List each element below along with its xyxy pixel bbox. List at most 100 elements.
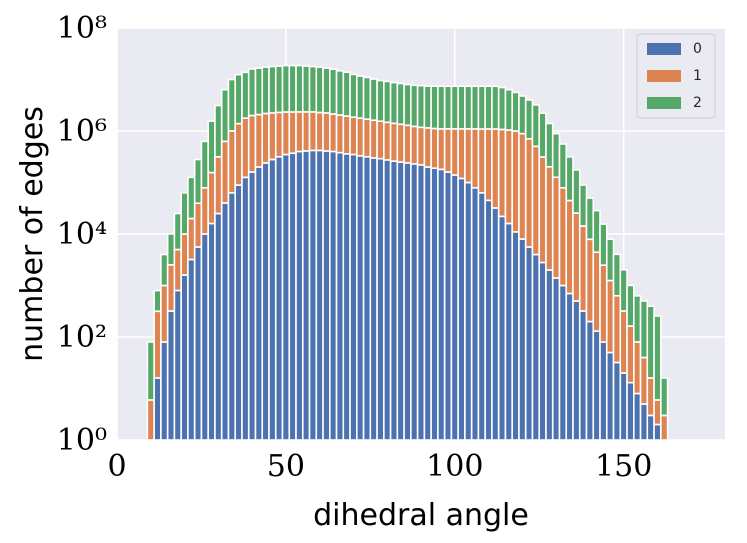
bar-segment [646, 377, 655, 417]
bar-segment [362, 155, 372, 441]
bar-segment [308, 149, 318, 441]
bar-segment [308, 65, 318, 113]
bar-segment [261, 66, 270, 115]
bar-segment [389, 160, 399, 441]
bar-segment [349, 116, 358, 156]
legend-label: 2 [693, 95, 702, 111]
bar-segment [180, 192, 189, 235]
bar-segment [619, 310, 628, 374]
bar-segment [410, 84, 419, 128]
bar-segment [551, 132, 561, 179]
bar-segment [369, 78, 378, 122]
bar-segment [301, 150, 311, 441]
bar-segment [214, 104, 223, 158]
bar-segment [288, 152, 297, 441]
bar-segment [376, 120, 385, 160]
bar-segment [274, 65, 284, 114]
bar-segment [295, 150, 304, 441]
bar-segment [477, 128, 486, 194]
bar-segment [207, 120, 216, 174]
bar-segment [632, 392, 642, 441]
x-axis-label: dihedral angle [313, 498, 529, 533]
bar-segment [531, 253, 541, 441]
bar-segment [511, 231, 520, 441]
bar-segment [538, 112, 547, 158]
bar-segment [504, 88, 514, 131]
bar-segment [538, 261, 547, 441]
bar-segment [328, 68, 338, 115]
bar-segment [207, 171, 216, 225]
bar-segment [214, 156, 223, 215]
bar-segment [356, 154, 365, 441]
bar-segment [653, 423, 662, 441]
bar-segment [653, 399, 662, 426]
bar-segment [470, 128, 480, 189]
bar-segment [660, 414, 669, 441]
bar-segment [247, 68, 257, 117]
bar-segment [383, 159, 392, 441]
bar-segment [524, 137, 534, 248]
bar-segment [443, 128, 453, 173]
bar-segment [315, 149, 324, 441]
bar-segment [261, 162, 270, 441]
bar-segment [173, 289, 182, 441]
bar-segment [545, 165, 554, 271]
bar-segment [626, 325, 635, 384]
bar-segment [403, 124, 412, 164]
bar-segment [639, 300, 649, 359]
bar-segment [160, 253, 169, 287]
bar-segment [646, 414, 655, 441]
bar-segment [497, 86, 507, 131]
bar-segment [551, 176, 561, 279]
bar-segment [322, 150, 331, 441]
bar-segment [578, 310, 588, 441]
bar-segment [450, 85, 459, 130]
bar-segment [376, 157, 385, 441]
bar-segment [247, 114, 257, 173]
bar-segment [639, 403, 649, 441]
bar-segment [410, 163, 419, 441]
bar-segment [227, 78, 237, 132]
bars [146, 64, 669, 441]
bar-segment [322, 67, 331, 114]
bar-segment [166, 310, 176, 441]
y-tick-label: 10² [57, 320, 107, 355]
bar-segment [281, 64, 291, 113]
bar-segment [551, 277, 561, 441]
bar-segment [160, 284, 169, 343]
ticks: 0 50 100 150 10⁰ 10² 10⁴ 10⁶ 10⁸ [57, 11, 653, 484]
bar-segment [518, 238, 527, 441]
bar-segment [342, 71, 351, 117]
bar-segment [578, 225, 588, 312]
bar-segment [396, 82, 405, 126]
bar-segment [328, 113, 338, 153]
bar-segment [180, 274, 189, 441]
bar-segment [295, 64, 304, 113]
bar-segment [383, 121, 392, 161]
bar-segment [234, 122, 243, 186]
bar-segment [254, 67, 264, 116]
bar-segment [477, 192, 486, 441]
bar-segment [301, 111, 311, 152]
bar-segment [538, 156, 547, 264]
bar-segment [491, 207, 500, 441]
bar-segment [423, 166, 432, 441]
bar-segment [200, 140, 209, 189]
bar-segment [565, 292, 574, 441]
bar-segment [410, 125, 419, 165]
bar-segment [220, 202, 230, 441]
bar-segment [558, 186, 568, 287]
y-tick-label: 10⁶ [57, 114, 107, 149]
bar-segment [369, 119, 378, 159]
bar-segment [247, 171, 257, 441]
bar-segment [362, 76, 372, 120]
bar-segment [416, 84, 426, 129]
bar-segment [612, 361, 622, 441]
bar-segment [193, 202, 203, 248]
x-tick-label: 0 [107, 449, 126, 484]
bar-segment [504, 129, 514, 225]
bar-segment [274, 111, 284, 158]
bar-segment [464, 128, 473, 184]
bar-segment [646, 305, 655, 379]
bar-segment [349, 153, 358, 441]
